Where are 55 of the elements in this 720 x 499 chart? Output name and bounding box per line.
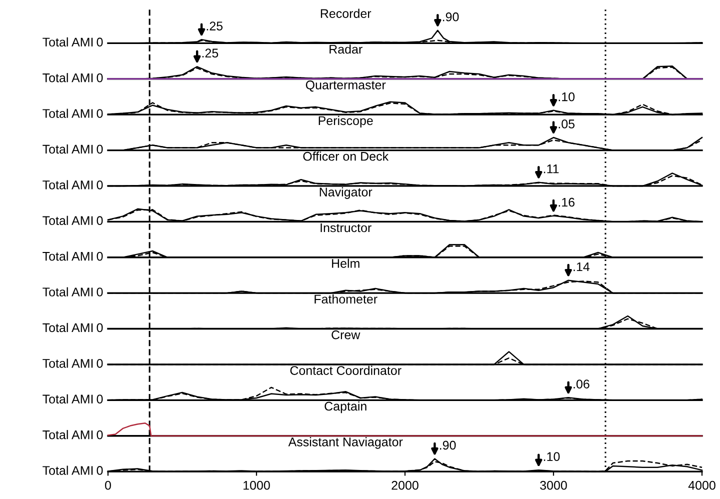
chart-title: Navigator xyxy=(320,187,372,199)
x-tick-label: 4000 xyxy=(688,480,716,490)
y-axis-title: Total AMI xyxy=(42,358,93,368)
chart-title: Periscope xyxy=(318,116,373,128)
y-axis-title: Total AMI xyxy=(42,180,93,190)
chart-title: Radar xyxy=(330,44,362,54)
y-axis-title: Total AMI xyxy=(42,216,93,226)
y-axis-title: Total AMI xyxy=(42,37,93,47)
y-axis-title: Total AMI xyxy=(42,287,93,296)
text: 0 xyxy=(96,323,103,332)
y-axis-title: Total AMI xyxy=(42,108,93,118)
y-axis-title: Total AMI xyxy=(42,144,93,154)
chart-title: Helm xyxy=(332,258,360,268)
text: 0 xyxy=(96,394,103,404)
annotation: .25 xyxy=(206,22,223,30)
chart-title: Crew xyxy=(332,330,360,340)
chart-title: Assistant Naviagator xyxy=(288,437,403,449)
text: 0 xyxy=(96,144,103,154)
y-axis-title: Total AMI xyxy=(42,466,93,475)
annotation: .11 xyxy=(544,164,559,174)
annotation: .10 xyxy=(544,452,560,462)
text: 0 xyxy=(96,358,103,368)
text: 0 xyxy=(96,466,103,475)
x-tick-label: 2000 xyxy=(392,480,418,490)
annotation: .06 xyxy=(574,380,590,388)
annotation: .05 xyxy=(558,120,575,128)
x-tick-label: 0 xyxy=(105,480,111,490)
text: 0 xyxy=(96,288,103,296)
annotation: .16 xyxy=(558,198,574,207)
annotation: .25 xyxy=(202,48,218,58)
chart-title: Recorder xyxy=(320,8,372,18)
y-axis-title: Total AMI xyxy=(42,394,93,404)
y-axis-title: Total AMI xyxy=(42,430,93,440)
annotation: .14 xyxy=(574,262,590,272)
annotation: .10 xyxy=(558,92,575,102)
chart-title: Contact Coordinator xyxy=(290,366,402,375)
chart-title: Fathometer xyxy=(314,294,378,304)
chart-title: Officer on Deck xyxy=(303,152,389,161)
y-axis-title: Total AMI xyxy=(42,322,93,332)
annotation: .90 xyxy=(442,12,459,22)
annotation: .90 xyxy=(440,440,456,450)
text: 0 xyxy=(96,216,103,226)
chart-title: Instructor xyxy=(320,223,372,232)
text: 0 xyxy=(96,73,103,82)
text: 0 xyxy=(96,38,103,47)
x-tick-label: 3000 xyxy=(540,480,567,490)
y-axis-title: Total AMI xyxy=(42,252,93,261)
text: 0 xyxy=(96,109,103,118)
text: 0 xyxy=(96,430,103,440)
text: 0 xyxy=(96,252,103,261)
chart-title: Quartermaster xyxy=(306,80,386,92)
y-axis-title: Total AMI xyxy=(42,73,93,82)
x-tick-label: 1000 xyxy=(244,480,270,490)
chart-title: Captain xyxy=(324,401,366,414)
text: 0 xyxy=(96,180,103,190)
